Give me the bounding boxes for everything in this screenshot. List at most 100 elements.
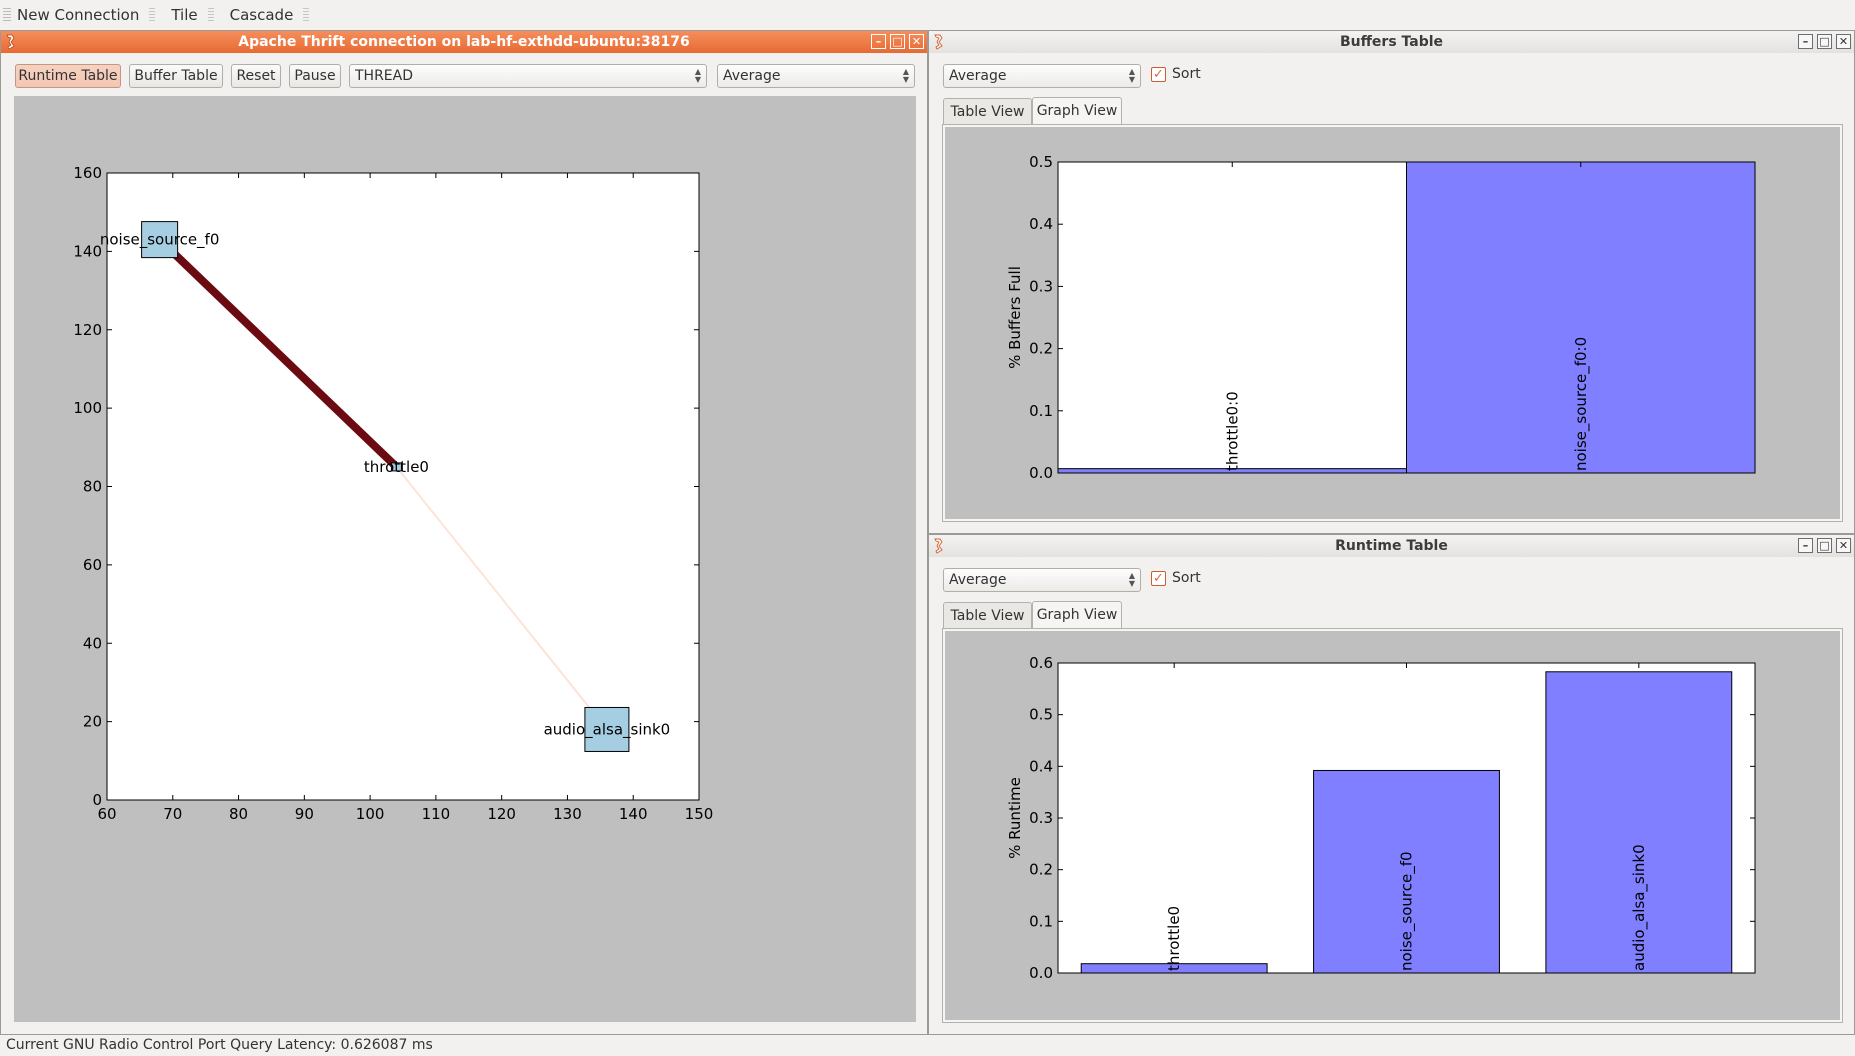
close-icon[interactable]: ✕ xyxy=(909,34,924,49)
y-tick-label: 0.0 xyxy=(1029,464,1053,482)
runtime-stat-select[interactable]: Average ▲ ▼ xyxy=(943,568,1141,592)
y-tick-label: 0.0 xyxy=(1029,964,1053,982)
runtime-sort-label: Sort xyxy=(1172,570,1201,586)
bar xyxy=(1545,671,1733,974)
y-tick-label: 0.4 xyxy=(1029,757,1053,775)
x-tick-label: 100 xyxy=(356,805,385,823)
buffers-tab-pane: 0.0 0.1 0.2 0.3 0.4 0.5 % Buffers Full throttle… xyxy=(942,124,1843,522)
graph-node xyxy=(141,221,179,259)
x-tick-label: 150 xyxy=(685,805,714,823)
x-tick-label: 70 xyxy=(163,805,182,823)
y-axis-label: % Runtime xyxy=(1006,777,1024,859)
bar-label: throttle0 xyxy=(1165,906,1183,971)
graph-node-label: noise_source_f0 xyxy=(100,231,220,250)
menubar: New Connection Tile Cascade xyxy=(0,0,1855,30)
bar-label: throttle0:0 xyxy=(1223,391,1241,471)
runtime-window-title: Runtime Table xyxy=(1335,538,1448,554)
y-tick-label: 120 xyxy=(73,321,102,339)
close-icon[interactable]: ✕ xyxy=(1836,34,1851,49)
app-icon xyxy=(934,34,943,50)
y-axis-label: % Buffers Full xyxy=(1006,266,1024,369)
y-tick-label: 80 xyxy=(83,478,102,496)
menu-new-connection[interactable]: New Connection xyxy=(11,6,165,24)
maximize-icon[interactable]: □ xyxy=(1817,538,1832,553)
menu-cascade[interactable]: Cascade xyxy=(224,6,320,24)
mode-select[interactable]: THREAD ▲ ▼ xyxy=(349,64,707,88)
y-tick-label: 0.1 xyxy=(1029,912,1053,930)
y-tick-label: 0.6 xyxy=(1029,654,1053,672)
minimize-icon[interactable]: – xyxy=(871,34,886,49)
stat-select[interactable]: Average ▲ ▼ xyxy=(717,64,915,88)
buffers-plot-panel: 0.0 0.1 0.2 0.3 0.4 0.5 % Buffers Full throttle… xyxy=(945,127,1840,519)
y-tick-label: 160 xyxy=(73,164,102,182)
buffers-bar-chart: 0.0 0.1 0.2 0.3 0.4 0.5 % Buffers Full throttle… xyxy=(1006,153,1756,482)
pause-button[interactable]: Pause xyxy=(289,64,341,88)
buffers-stat-select[interactable]: Average ▲ ▼ xyxy=(943,64,1141,88)
x-tick-label: 80 xyxy=(229,805,248,823)
y-tick-label: 100 xyxy=(73,399,102,417)
minimize-icon[interactable]: – xyxy=(1798,34,1813,49)
graph-edge xyxy=(395,466,608,731)
updown-arrows-icon: ▲ ▼ xyxy=(1128,67,1135,84)
y-tick-label: 40 xyxy=(83,634,102,652)
updown-arrows-icon: ▲ ▼ xyxy=(694,67,701,84)
buffers-tab-graph-view[interactable]: Graph View xyxy=(1032,97,1122,124)
connection-window-title: Apache Thrift connection on lab-hf-exthd… xyxy=(238,34,690,50)
y-tick-label: 0.2 xyxy=(1029,340,1053,358)
buffers-tab-table-view[interactable]: Table View xyxy=(943,98,1032,124)
buffers-window-title: Buffers Table xyxy=(1339,34,1444,50)
runtime-tab-table-view[interactable]: Table View xyxy=(943,602,1032,628)
bar-label: noise_source_f0:0 xyxy=(1572,337,1591,471)
runtime-window-titlebar[interactable]: Runtime Table – □ ✕ xyxy=(929,535,1854,557)
reset-button[interactable]: Reset xyxy=(231,64,281,88)
maximize-icon[interactable]: □ xyxy=(1817,34,1832,49)
updown-arrows-icon: ▲ ▼ xyxy=(902,67,909,84)
menu-tile-label: Tile xyxy=(171,6,198,24)
runtime-window: Runtime Table – □ ✕ Average ▲ ▼ ✓ Sort Ta… xyxy=(928,534,1855,1035)
menu-tile[interactable]: Tile xyxy=(165,6,223,24)
y-tick-label: 0.3 xyxy=(1029,277,1053,295)
bar-label: audio_alsa_sink0 xyxy=(1630,844,1649,971)
runtime-sort-checkbox[interactable]: ✓ xyxy=(1151,571,1166,586)
graph-node-label: throttle0 xyxy=(364,458,429,476)
close-icon[interactable]: ✕ xyxy=(1836,538,1851,553)
menu-cascade-label: Cascade xyxy=(229,6,294,24)
menu-separator xyxy=(149,8,156,22)
menu-separator xyxy=(303,8,310,22)
y-tick-label: 0.1 xyxy=(1029,402,1053,420)
x-tick-label: 60 xyxy=(97,805,116,823)
flowgraph-plot-panel: 60 70 80 90 100 110 120 130 140 150 0 20 40 60 80 100 12… xyxy=(14,96,916,1022)
connection-window: Apache Thrift connection on lab-hf-exthd… xyxy=(0,30,928,1035)
app-icon xyxy=(934,538,943,554)
mode-select-value: THREAD xyxy=(355,68,414,84)
bar xyxy=(1406,161,1756,474)
x-tick-label: 120 xyxy=(487,805,516,823)
x-tick-label: 140 xyxy=(619,805,648,823)
plot-area xyxy=(106,172,700,801)
buffers-sort-checkbox[interactable]: ✓ xyxy=(1151,67,1166,82)
maximize-icon[interactable]: □ xyxy=(890,34,905,49)
runtime-tab-pane: 0.0 0.1 0.2 0.3 0.4 0.5 0.6 % Runtime throttle0 n… xyxy=(942,628,1843,1023)
graph-node xyxy=(584,706,630,752)
menu-new-connection-label: New Connection xyxy=(17,6,140,24)
y-tick-label: 0 xyxy=(92,791,102,809)
app-icon xyxy=(6,34,15,50)
runtime-table-button[interactable]: Runtime Table xyxy=(15,64,121,88)
x-tick-label: 110 xyxy=(422,805,451,823)
bar xyxy=(1313,769,1500,974)
graph-edge xyxy=(156,236,400,470)
runtime-plot-panel: 0.0 0.1 0.2 0.3 0.4 0.5 0.6 % Runtime throttle0 n… xyxy=(945,631,1840,1020)
menubar-grip xyxy=(3,8,11,22)
y-tick-label: 0.2 xyxy=(1029,861,1053,879)
x-tick-label: 130 xyxy=(553,805,582,823)
minimize-icon[interactable]: – xyxy=(1798,538,1813,553)
menu-separator xyxy=(207,8,214,22)
connection-window-titlebar[interactable]: Apache Thrift connection on lab-hf-exthd… xyxy=(1,31,927,53)
status-bar: Current GNU Radio Control Port Query Lat… xyxy=(6,1037,433,1053)
buffer-table-button[interactable]: Buffer Table xyxy=(129,64,223,88)
graph-node-label: audio_alsa_sink0 xyxy=(544,720,671,739)
buffers-window-titlebar[interactable]: Buffers Table – □ ✕ xyxy=(929,31,1854,53)
y-tick-label: 0.4 xyxy=(1029,215,1053,233)
bar-label: noise_source_f0 xyxy=(1398,851,1417,971)
runtime-tab-graph-view[interactable]: Graph View xyxy=(1032,601,1122,628)
